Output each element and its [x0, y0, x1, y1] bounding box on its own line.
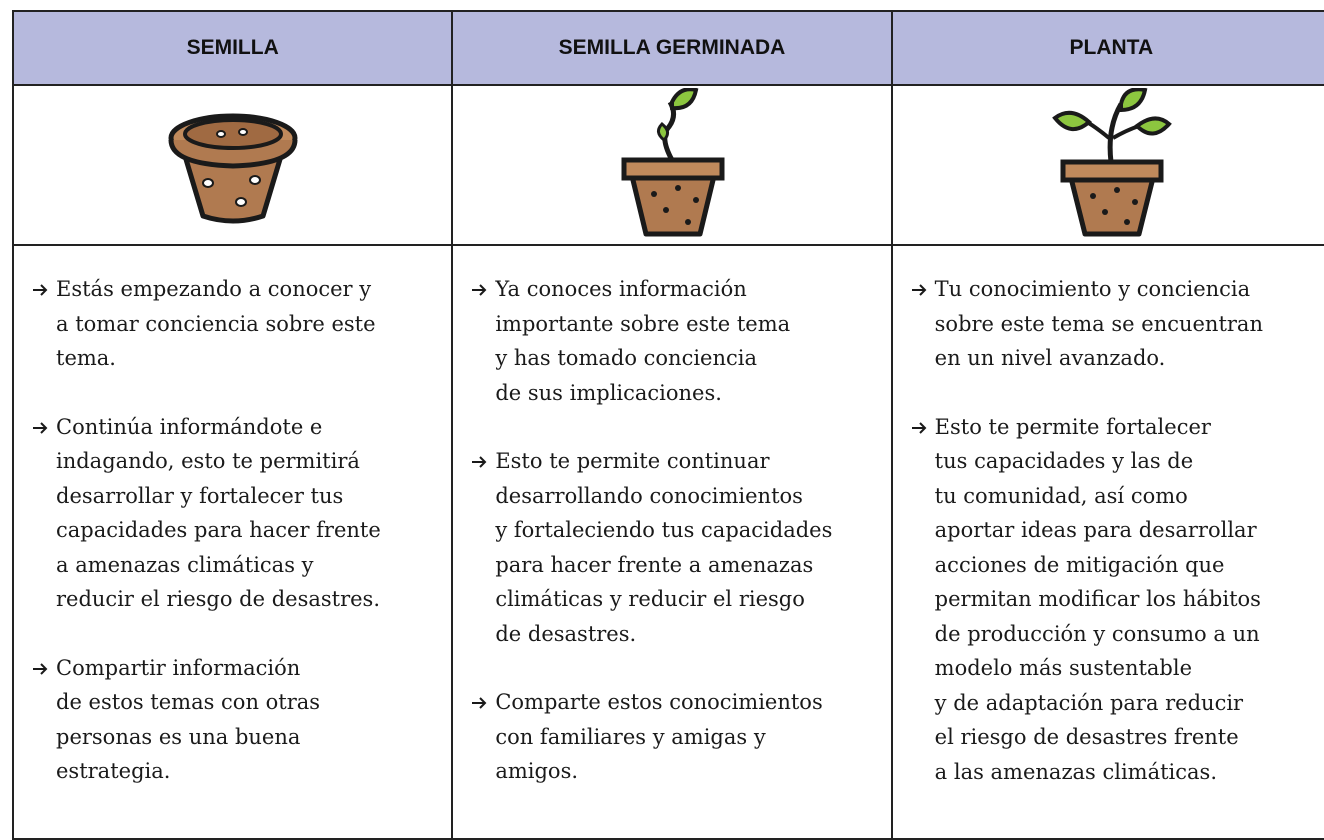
text-line: de producción y consumo a un — [934, 621, 1260, 646]
arrow-icon — [33, 284, 48, 296]
bullet-item: Estás empezando a conocer y a tomar conci… — [32, 272, 451, 376]
text-line: tus capacidades y las de — [934, 449, 1194, 473]
seed-pot-icon — [168, 113, 298, 224]
text-line: reducir el riesgo de desastres. — [56, 587, 381, 611]
text-line: a las amenazas climáticas. — [934, 759, 1217, 784]
text-line: Ya conoces información — [495, 277, 747, 301]
bullet-item: Compartir información de estos temas con … — [32, 651, 451, 789]
bullet-item: Ya conoces información importante sobre e… — [471, 272, 890, 410]
text-line: Compartir información — [56, 655, 301, 680]
sprout-pot-icon — [621, 87, 725, 237]
text-row: Estás empezando a conocer y a tomar conci… — [11, 244, 1324, 840]
text-line: y has tomado conciencia — [495, 346, 757, 370]
text-line: climáticas y reducir el riesgo — [495, 587, 805, 611]
arrow-icon — [33, 421, 48, 434]
text-line: y fortaleciendo tus capacidades — [495, 518, 833, 542]
header-cell: PLANTA — [890, 10, 1324, 86]
header-row: SEMILLA SEMILLA GERMINADA PLANTA — [11, 10, 1324, 86]
text-line: sobre este tema se encuentran — [934, 311, 1263, 336]
text-line: personas es una buena — [56, 724, 301, 749]
bullet-text: Estás empezando a conocer y a tomar conci… — [56, 272, 376, 376]
arrow-icon — [472, 456, 487, 468]
text-line: Continúa informándote e — [56, 414, 323, 439]
plant-pot-icon — [1052, 87, 1173, 237]
text-line: Comparte estos conocimientos — [495, 690, 823, 714]
bullet-text: Esto te permite continuar desarrollando c… — [495, 444, 832, 651]
text-line: desarrollar y fortalecer tus — [56, 483, 344, 508]
text-line: Tu conocimiento y conciencia — [934, 277, 1251, 301]
image-cell — [451, 84, 893, 246]
text-cell: Ya conoces información importante sobre e… — [451, 244, 893, 840]
bullet-text: Esto te permite fortalecer tus capacidade… — [935, 410, 1261, 790]
stages-table: SEMILLA SEMILLA GERMINADA PLANTA — [11, 10, 1324, 840]
text-line: modelo más sustentable — [934, 656, 1193, 680]
text-line: el riesgo de desastres frente — [934, 725, 1239, 749]
bullet-text: Compartir información de estos temas con … — [56, 651, 320, 789]
text-line: a tomar conciencia sobre este — [56, 311, 376, 336]
text-line: de sus implicaciones. — [495, 380, 722, 405]
text-line: capacidades para hacer frente — [56, 518, 381, 542]
image-row — [11, 84, 1324, 246]
text-line: con familiares y amigas y — [495, 724, 766, 749]
header-cell: SEMILLA — [11, 10, 454, 86]
bullet-text: Ya conoces información importante sobre e… — [495, 272, 790, 410]
text-cell: Estás empezando a conocer y a tomar conci… — [11, 244, 454, 840]
text-line: indagando, esto te permitirá — [56, 449, 360, 473]
text-line: Estás empezando a conocer y — [56, 277, 372, 301]
arrow-icon — [911, 284, 927, 296]
text-line: y de adaptación para reducir — [934, 690, 1244, 715]
bullet-item: Tu conocimiento y conciencia sobre este t… — [911, 272, 1324, 376]
bullet-item: Esto te permite fortalecer tus capacidade… — [911, 410, 1324, 790]
text-line: Esto te permite continuar — [495, 449, 770, 473]
arrow-icon — [33, 662, 48, 675]
bullet-item: Esto te permite continuar desarrollando c… — [471, 444, 890, 651]
bullet-text: Tu conocimiento y conciencia sobre este t… — [935, 272, 1263, 376]
bullet-item: Continúa informándote e indagando, esto t… — [32, 410, 451, 617]
text-line: de estos temas con otras — [56, 690, 321, 714]
arrow-icon — [472, 284, 487, 296]
text-line: amigos. — [495, 759, 579, 783]
text-line: tema. — [56, 346, 116, 370]
text-line: Esto te permite fortalecer — [934, 414, 1211, 439]
text-line: permitan modificar los hábitos — [934, 587, 1261, 611]
text-line: en un nivel avanzado. — [934, 346, 1166, 370]
text-line: de desastres. — [495, 621, 637, 646]
text-line: desarrollando conocimientos — [495, 483, 803, 508]
bullet-item: Comparte estos conocimientos con familiar… — [471, 685, 890, 789]
arrow-icon — [472, 697, 487, 709]
text-cell: Tu conocimiento y conciencia sobre este t… — [890, 244, 1324, 840]
text-line: a amenazas climáticas y — [56, 552, 314, 577]
bullet-text: Continúa informándote e indagando, esto t… — [56, 410, 381, 617]
text-line: aportar ideas para desarrollar — [934, 518, 1257, 542]
image-cell — [890, 84, 1324, 246]
bullet-text: Comparte estos conocimientos con familiar… — [495, 685, 822, 789]
image-cell — [11, 84, 454, 246]
text-line: importante sobre este tema — [495, 311, 791, 336]
text-line: estrategia. — [56, 759, 171, 783]
header-cell: SEMILLA GERMINADA — [451, 10, 893, 86]
text-line: para hacer frente a amenazas — [495, 552, 814, 577]
text-line: tu comunidad, así como — [934, 483, 1188, 508]
arrow-icon — [911, 421, 927, 434]
text-line: acciones de mitigación que — [934, 552, 1225, 577]
